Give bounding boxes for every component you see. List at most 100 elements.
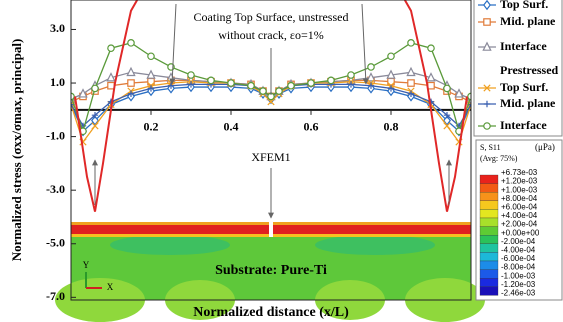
data-point: [107, 81, 115, 90]
data-point: [227, 79, 235, 87]
colorbar-cell: [479, 183, 499, 193]
data-point: [106, 72, 116, 82]
data-point: [267, 98, 275, 106]
annotation: without crack, εo=1%: [218, 28, 323, 42]
colorbar-unit: (μPa): [535, 142, 555, 152]
data-point: [427, 44, 435, 53]
data-point: [366, 72, 376, 82]
x-tick-label: 0.2: [144, 120, 159, 134]
y-axis-label: Normalized stress (σxx/σmax, principal): [9, 39, 24, 262]
data-point: [443, 115, 451, 126]
data-point: [386, 69, 396, 79]
data-point: [147, 85, 155, 92]
plot-area: [71, 0, 471, 212]
x-tick-label: 0.6: [304, 120, 319, 134]
data-point: [91, 115, 99, 126]
data-point: [454, 88, 464, 98]
colorbar-label: +8.00e-04: [501, 194, 538, 203]
colorbar-avg: (Avg: 75%): [480, 154, 518, 163]
data-point: [146, 69, 156, 79]
colorbar-title: S, S11: [480, 143, 501, 152]
data-point: [187, 81, 195, 88]
data-point: [443, 122, 451, 130]
colorbar-label: -4.00e-04: [501, 246, 536, 255]
data-point: [247, 81, 255, 90]
data-point: [91, 111, 99, 119]
data-point: [406, 66, 416, 77]
annotation: XFEM1: [251, 150, 290, 164]
colorbar-cell: [479, 217, 499, 227]
data-point: [91, 84, 99, 93]
legend-marker: [483, 122, 491, 130]
data-point: [443, 84, 451, 93]
data-point: [387, 52, 395, 61]
colorbar-label: +4.00e-04: [501, 211, 538, 220]
colorbar-cell: [479, 209, 499, 219]
legend-marker: [483, 18, 491, 26]
data-point: [347, 81, 355, 88]
data-point: [407, 90, 415, 97]
data-point: [187, 71, 195, 79]
legend-marker: [483, 84, 491, 92]
series-group: [71, 0, 471, 212]
legend-group-title: Prestressed: [500, 63, 559, 77]
colorbar-cell: [479, 174, 499, 184]
data-point: [78, 88, 88, 98]
colorbar-label: +6.73e-03: [501, 168, 538, 177]
legend-label: Interface: [500, 39, 547, 53]
data-point: [207, 76, 215, 85]
data-point: [287, 81, 295, 90]
data-point: [327, 76, 335, 85]
data-point: [259, 87, 267, 95]
colorbar-cell: [479, 226, 499, 236]
data-point: [127, 39, 135, 47]
colorbar-cell: [479, 252, 499, 262]
colorbar-label: +1.20e-03: [501, 177, 538, 186]
colorbar-label: -2.46e-03: [501, 289, 536, 298]
data-point: [407, 39, 415, 47]
data-point: [126, 66, 136, 77]
data-point: [107, 44, 115, 53]
colorbar-label: +1.00e-03: [501, 185, 538, 194]
x-axis-label: Normalized distance (x/L): [193, 305, 349, 320]
data-point: [367, 82, 375, 89]
colorbar-label: +2.00e-04: [501, 220, 538, 229]
colorbar-cell: [479, 200, 499, 210]
colorbar-label: +6.00e-04: [501, 203, 538, 212]
triad-label: X: [107, 282, 114, 292]
legend-label: Top Surf.: [500, 0, 548, 11]
legend-marker: [483, 100, 491, 108]
y-tick-label: -5.0: [46, 236, 65, 250]
arrows: [92, 3, 452, 219]
x-tick-label: 0.8: [384, 120, 399, 134]
y-tick-label: 3.0: [50, 21, 65, 35]
legend-label: Interface: [500, 118, 547, 132]
colorbar-cell: [479, 243, 499, 253]
colorbar-cell: [479, 278, 499, 287]
colorbar-cell: [479, 286, 499, 296]
triad-label: Y: [83, 260, 90, 270]
series-line: [74, 0, 468, 212]
legend-label: Top Surf.: [500, 80, 548, 94]
data-point: [91, 122, 99, 130]
colorbar-cell: [479, 269, 499, 279]
colorbar-cell: [479, 192, 499, 201]
colorbar-label: -8.00e-04: [501, 263, 536, 272]
legend-marker: [482, 41, 492, 51]
y-tick-label: -7.0: [46, 289, 65, 303]
colorbar-label: -6.00e-04: [501, 254, 536, 263]
legend-label: Mid. plane: [500, 96, 556, 110]
data-point: [275, 87, 283, 95]
colorbar-label: -1.20e-03: [501, 280, 536, 289]
colorbar-label: +0.00e+00: [501, 228, 540, 237]
colorbar-label: -1.00e-03: [501, 271, 536, 280]
data-point: [443, 111, 451, 119]
annotation-box: [248, 150, 294, 166]
x-tick-label: 0.4: [224, 120, 239, 134]
y-tick-label: -3.0: [46, 182, 65, 196]
data-point: [127, 79, 135, 87]
colorbar-cell: [479, 260, 499, 270]
annotation: Substrate: Pure-Ti: [215, 263, 327, 278]
data-point: [387, 85, 395, 92]
